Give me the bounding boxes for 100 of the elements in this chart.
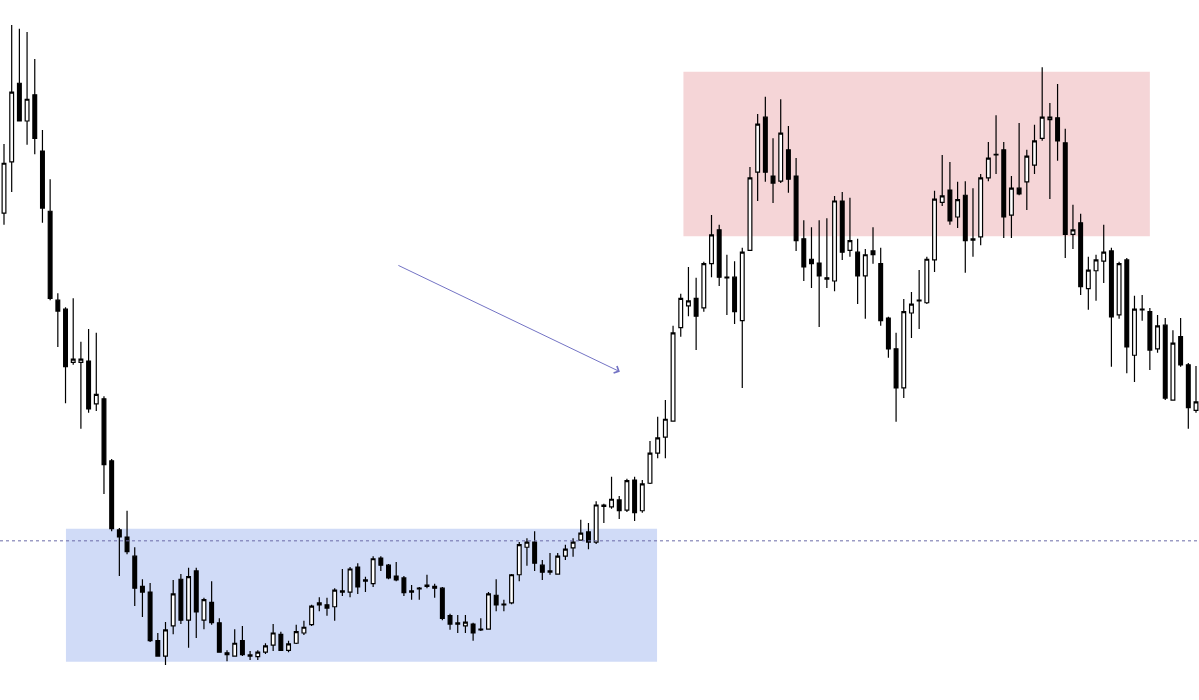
candlestick bbox=[647, 440, 653, 485]
candlestick bbox=[662, 399, 668, 459]
candlestick bbox=[885, 316, 891, 359]
candlestick bbox=[901, 298, 907, 399]
candlestick bbox=[578, 519, 584, 542]
candlestick bbox=[209, 580, 215, 626]
candlestick bbox=[1108, 247, 1114, 368]
candlestick bbox=[55, 292, 61, 348]
candlestick bbox=[878, 247, 884, 327]
candlestick bbox=[362, 576, 368, 593]
candlestick bbox=[39, 129, 45, 224]
candlestick bbox=[86, 328, 92, 414]
candlestick bbox=[593, 500, 599, 545]
candlestick bbox=[947, 161, 953, 226]
candlestick bbox=[1162, 317, 1168, 401]
candlestick bbox=[493, 578, 499, 612]
candlestick bbox=[270, 623, 276, 652]
candlestick bbox=[70, 297, 76, 366]
candlestick bbox=[962, 180, 968, 274]
candlestick bbox=[1039, 66, 1045, 142]
candlestick bbox=[893, 332, 899, 423]
candlestick bbox=[255, 649, 261, 661]
candlestick bbox=[547, 552, 553, 576]
candlestick bbox=[124, 510, 130, 555]
candlestick bbox=[1055, 83, 1061, 162]
candlestick bbox=[462, 614, 468, 634]
candlestick bbox=[186, 567, 192, 649]
candlestick bbox=[139, 578, 145, 618]
candlestick bbox=[985, 141, 991, 182]
candlestick bbox=[393, 561, 399, 582]
candlestick bbox=[616, 495, 622, 520]
candlestick bbox=[755, 113, 761, 202]
candlestick bbox=[401, 575, 407, 597]
candlestick bbox=[24, 31, 30, 146]
candlestick bbox=[778, 98, 784, 184]
candlestick bbox=[632, 476, 638, 522]
candlestick bbox=[332, 587, 338, 622]
candlestick bbox=[93, 332, 99, 412]
candlestick bbox=[516, 541, 522, 582]
candlestick bbox=[247, 650, 253, 661]
candlestick bbox=[724, 254, 730, 316]
candlestick bbox=[801, 219, 807, 282]
candlestick bbox=[1139, 294, 1145, 322]
candlestick bbox=[286, 640, 292, 653]
candlestick bbox=[847, 197, 853, 258]
candlestick bbox=[639, 479, 645, 514]
candlestick bbox=[201, 597, 207, 630]
candlestick bbox=[624, 478, 630, 513]
candlestick bbox=[316, 596, 322, 612]
candlestick bbox=[570, 537, 576, 558]
candlestick bbox=[9, 24, 15, 193]
candlestick bbox=[601, 503, 607, 524]
candlestick bbox=[701, 261, 707, 313]
candlestick bbox=[532, 530, 538, 572]
candlestick bbox=[170, 579, 176, 635]
candlestick bbox=[178, 573, 184, 625]
candlestick bbox=[1178, 317, 1184, 368]
candlestick bbox=[347, 566, 353, 598]
candlestick bbox=[816, 219, 822, 328]
candlestick bbox=[785, 125, 791, 194]
candlestick bbox=[386, 563, 391, 580]
candlestick bbox=[1155, 314, 1161, 354]
candlestick bbox=[239, 625, 245, 657]
candlestick bbox=[1124, 257, 1130, 374]
candlestick bbox=[855, 238, 861, 305]
candlestick bbox=[501, 599, 507, 612]
candlestick bbox=[924, 256, 930, 305]
candlestick bbox=[762, 96, 768, 183]
candlestick bbox=[147, 582, 153, 643]
candlestick bbox=[1116, 261, 1122, 320]
candlestick bbox=[732, 260, 738, 325]
candlestick bbox=[862, 248, 868, 320]
candlestick bbox=[432, 583, 438, 599]
candlestick bbox=[1170, 329, 1176, 402]
candlestick bbox=[709, 214, 714, 278]
candlestick bbox=[155, 632, 161, 658]
candlestick bbox=[1032, 124, 1037, 175]
candlestick bbox=[839, 191, 845, 261]
candlestick bbox=[585, 522, 591, 550]
candlestick bbox=[109, 458, 115, 532]
candlestick bbox=[678, 293, 684, 338]
candlestick bbox=[293, 624, 299, 645]
candlestick bbox=[409, 584, 415, 601]
candlestick bbox=[262, 642, 268, 655]
candlestick bbox=[132, 546, 138, 607]
candlestick bbox=[447, 613, 453, 631]
candlestick bbox=[1093, 254, 1099, 302]
candlestick bbox=[101, 395, 107, 495]
candlestick bbox=[47, 178, 53, 301]
candlestick bbox=[562, 544, 568, 561]
candlestick bbox=[478, 617, 484, 632]
candlestick bbox=[524, 537, 530, 567]
candlestick bbox=[1078, 213, 1084, 296]
candlestick bbox=[693, 277, 699, 351]
candlestick bbox=[916, 269, 922, 330]
candlestick bbox=[1008, 175, 1014, 239]
candlestick bbox=[216, 617, 222, 654]
candlestick bbox=[955, 181, 961, 229]
candlestick bbox=[1016, 122, 1022, 196]
candlestick bbox=[486, 591, 491, 631]
